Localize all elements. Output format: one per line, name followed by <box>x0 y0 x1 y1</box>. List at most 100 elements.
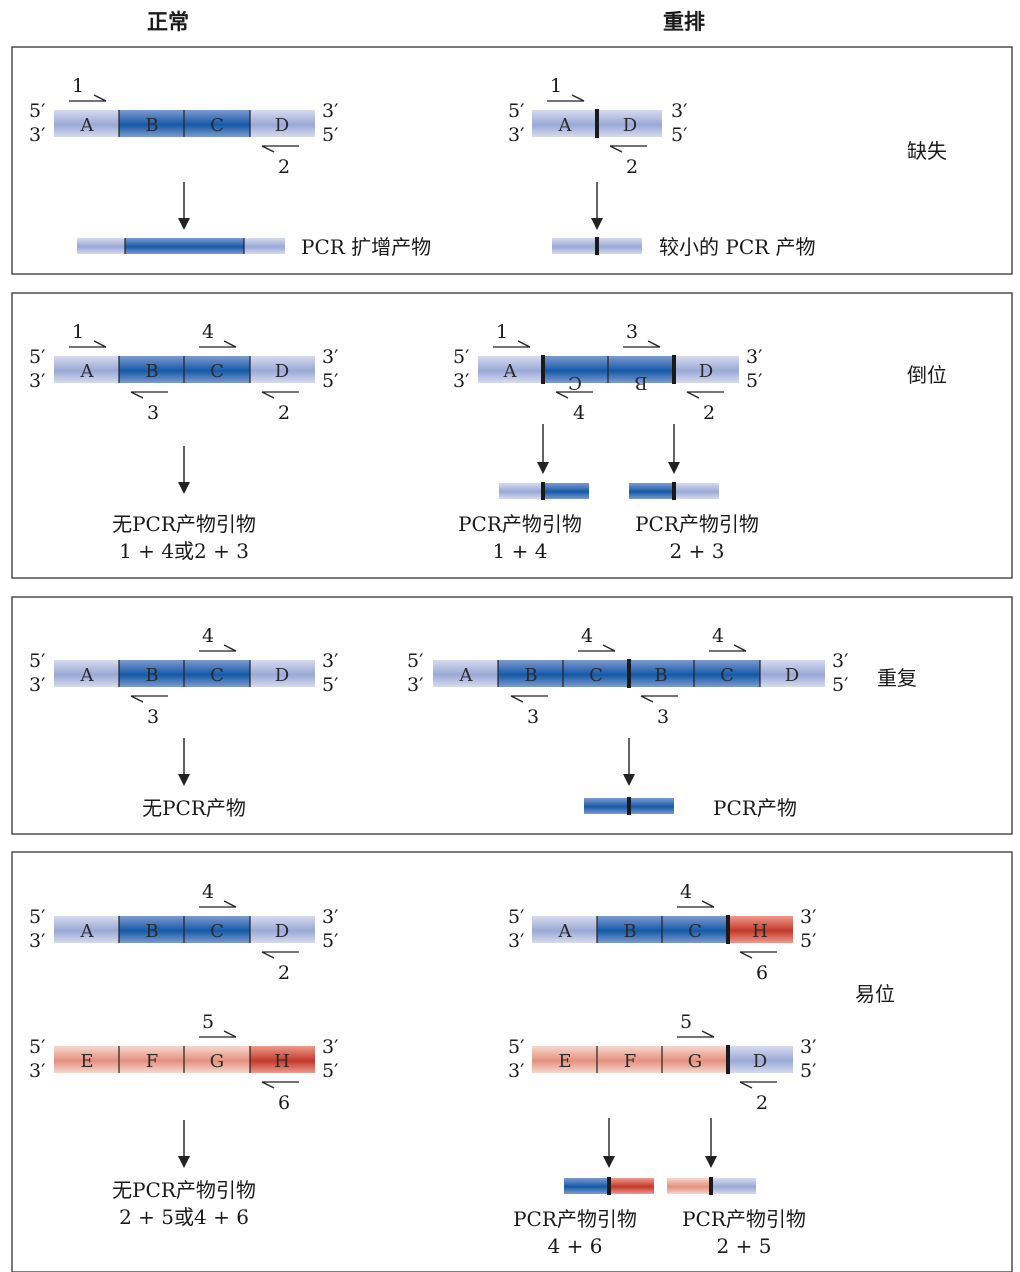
strand-end-label: 3′ <box>671 100 687 122</box>
rearrangement-label-duplication: 重复 <box>877 666 917 690</box>
strand-end-label: 3′ <box>322 346 338 368</box>
segment-label: A <box>558 921 573 942</box>
segment-d <box>674 356 739 383</box>
segment-d <box>250 110 315 137</box>
rearrangement-label-translocation: 易位 <box>855 982 895 1006</box>
inversion-panel <box>11 292 1013 579</box>
segment-label: A <box>503 361 518 382</box>
deletion-panel <box>11 46 1013 275</box>
primer-forward-arrow <box>677 900 715 908</box>
inversion-product-1 <box>499 482 589 500</box>
primer-label: 5 <box>202 1011 214 1033</box>
product-caption: PCR 扩增产物 <box>301 235 431 259</box>
primer-label: 4 <box>202 625 214 647</box>
segment-label: G <box>688 1051 702 1072</box>
result-arrowhead <box>591 218 603 230</box>
primer-pair-caption: 2 + 3 <box>670 539 725 563</box>
segment-label-inverted: C <box>568 372 582 393</box>
strand-end-label: 5′ <box>29 1036 45 1058</box>
primer-forward-arrow <box>199 644 237 652</box>
strand-end-label: 5′ <box>800 1060 816 1082</box>
result-arrowhead <box>668 462 680 474</box>
primer-label: 4 <box>581 625 593 647</box>
segment-a <box>532 110 597 137</box>
rearranged-column-header: 重排 <box>663 9 705 34</box>
primer-pair-caption: 2 + 5或4 + 6 <box>119 1205 249 1229</box>
result-arrowhead <box>537 462 549 474</box>
product-fragment <box>125 238 244 254</box>
segment-label: C <box>210 115 224 136</box>
segment-h <box>728 916 793 943</box>
primer-label: 2 <box>278 156 290 178</box>
translocation-rearranged-chromosome-2: E F G D 5′ 3′ 3′ 5′ 5 2 <box>508 1011 816 1114</box>
segment-label: C <box>720 665 734 686</box>
segment-label: B <box>524 665 537 686</box>
segment-a <box>54 660 119 687</box>
primer-label: 2 <box>756 1092 768 1114</box>
primer-reverse-arrow <box>510 695 548 703</box>
strand-end-label: 5′ <box>29 906 45 928</box>
strand-end-label: 5′ <box>322 1060 338 1082</box>
primer-label: 2 <box>278 962 290 984</box>
primer-pair-caption: 1 + 4 <box>493 539 548 563</box>
strand-end-label: 5′ <box>29 346 45 368</box>
product-fragment <box>674 483 719 499</box>
normal-column-header: 正常 <box>147 9 189 34</box>
segment-a <box>54 356 119 383</box>
segment-label: A <box>80 115 95 136</box>
inversion-product-2 <box>629 482 719 500</box>
segment-label: B <box>145 115 158 136</box>
segment-label: G <box>210 1051 224 1072</box>
strand-end-label: 5′ <box>832 674 848 696</box>
product-caption: PCR产物引物 <box>682 1207 806 1231</box>
segment-label: D <box>753 1051 767 1072</box>
primer-forward-arrow <box>677 1030 715 1038</box>
segment-label: A <box>80 921 95 942</box>
primer-label: 2 <box>278 402 290 424</box>
translocation-normal-chromosome-2: E F G H 5′ 3′ 3′ 5′ 5 6 <box>29 1011 338 1114</box>
segment-label: A <box>80 665 95 686</box>
strand-end-label: 5′ <box>508 906 524 928</box>
strand-end-label: 5′ <box>671 124 687 146</box>
segment-label: D <box>275 665 289 686</box>
primer-forward-arrow <box>69 94 107 102</box>
strand-end-label: 5′ <box>322 930 338 952</box>
inversion-normal-chromosome: A B C D 5′ 3′ 3′ 5′ 1 4 3 2 <box>29 321 338 424</box>
primer-label: 2 <box>703 402 715 424</box>
duplication-normal-chromosome: A B C D 5′ 3′ 3′ 5′ 4 3 <box>29 625 338 728</box>
product-fragment <box>552 238 597 254</box>
strand-end-label: 3′ <box>29 930 45 952</box>
product-caption: PCR产物 <box>713 796 797 820</box>
segment-label: C <box>210 921 224 942</box>
segment-d <box>250 916 315 943</box>
breakpoint-junction <box>595 237 599 255</box>
primer-label: 5 <box>680 1011 692 1033</box>
segment-label: B <box>654 665 667 686</box>
primer-label: 3 <box>147 706 159 728</box>
strand-end-label: 5′ <box>29 650 45 672</box>
no-product-caption: 无PCR产物引物 <box>112 1178 256 1202</box>
primer-label: 1 <box>496 321 508 343</box>
segment-label: D <box>699 361 713 382</box>
deletion-normal-product <box>77 238 285 254</box>
segment-a <box>478 356 543 383</box>
segment-d <box>728 1046 793 1073</box>
strand-end-label: 5′ <box>508 1036 524 1058</box>
product-fragment <box>711 1178 756 1194</box>
strand-end-label: 3′ <box>407 674 423 696</box>
translocation-panel <box>11 851 1013 1272</box>
primer-reverse-arrow <box>686 391 724 399</box>
duplication-rearranged-chromosome: A B C B C D 5′ 3′ 3′ 5′ 4 4 3 3 <box>407 625 848 728</box>
primer-label: 3 <box>626 321 638 343</box>
strand-end-label: 3′ <box>29 370 45 392</box>
strand-end-label: 5′ <box>322 370 338 392</box>
segment-label: E <box>558 1051 571 1072</box>
strand-end-label: 5′ <box>407 650 423 672</box>
translocation-rearranged-chromosome-1: A B C H 5′ 3′ 3′ 5′ 4 6 <box>508 881 816 984</box>
primer-label: 3 <box>527 706 539 728</box>
primer-forward-arrow <box>623 340 661 348</box>
deletion-rearranged-product <box>552 237 642 255</box>
breakpoint-junction <box>726 915 730 944</box>
rearrangement-label-inversion: 倒位 <box>907 363 947 387</box>
breakpoint-junction <box>607 1177 611 1195</box>
